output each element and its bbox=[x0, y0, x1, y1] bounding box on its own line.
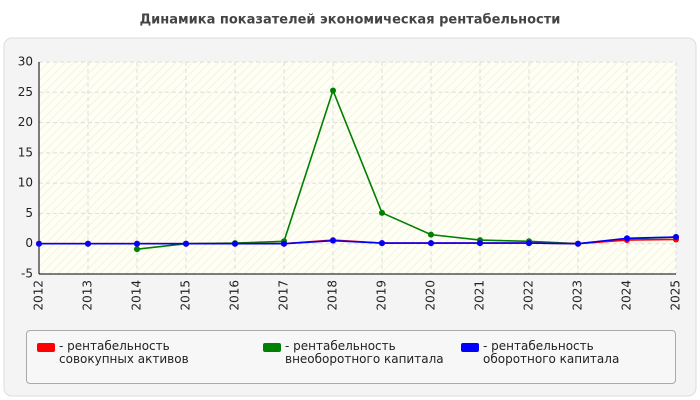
point bbox=[36, 240, 42, 247]
point bbox=[330, 237, 336, 244]
x-tick-label: 2019 bbox=[375, 280, 389, 311]
legend-swatch bbox=[37, 343, 55, 352]
point bbox=[85, 240, 91, 247]
point bbox=[134, 246, 140, 253]
x-tick-label: 2021 bbox=[473, 280, 487, 311]
point bbox=[134, 240, 140, 247]
y-tick-label: 25 bbox=[18, 85, 33, 99]
x-tick-label: 2023 bbox=[571, 280, 585, 311]
point bbox=[428, 231, 434, 238]
legend: - рентабельность совокупных активов - рен… bbox=[26, 330, 676, 384]
y-tick-label: 10 bbox=[18, 176, 33, 190]
x-tick-label: 2016 bbox=[228, 280, 242, 311]
y-tick-label: 5 bbox=[25, 206, 33, 220]
series-line bbox=[39, 236, 677, 245]
y-tick-label: 30 bbox=[18, 55, 33, 69]
x-tick-label: 2018 bbox=[326, 280, 340, 311]
x-tick-label: 2014 bbox=[130, 280, 144, 311]
x-tick-label: 2015 bbox=[179, 280, 193, 311]
x-tick-label: 2022 bbox=[522, 280, 536, 311]
point bbox=[379, 209, 385, 216]
point bbox=[624, 235, 630, 242]
point bbox=[281, 240, 287, 247]
legend-label: - рентабельность оборотного капитала bbox=[483, 339, 620, 366]
x-tick-label: 2012 bbox=[32, 280, 46, 311]
y-tick-label: 15 bbox=[18, 145, 33, 159]
point bbox=[575, 240, 581, 247]
point bbox=[477, 240, 483, 247]
x-tick-label: 2017 bbox=[277, 280, 291, 311]
x-tick-label: 2025 bbox=[669, 280, 683, 311]
y-tick-label: 20 bbox=[18, 115, 33, 129]
plot-area bbox=[39, 62, 676, 274]
legend-label: - рентабельность внеоборотного капитала bbox=[285, 339, 444, 366]
chart-title: Динамика показателей экономическая рента… bbox=[140, 13, 561, 28]
legend-swatch bbox=[461, 343, 479, 352]
x-tick-label: 2020 bbox=[424, 280, 438, 311]
point bbox=[330, 87, 336, 94]
point bbox=[232, 240, 238, 247]
x-tick-label: 2024 bbox=[620, 280, 634, 311]
point bbox=[183, 240, 189, 247]
y-tick-label: 0 bbox=[25, 236, 33, 250]
point bbox=[673, 234, 679, 241]
point bbox=[428, 240, 434, 247]
point bbox=[379, 240, 385, 247]
x-tick-label: 2013 bbox=[81, 280, 95, 311]
point bbox=[526, 240, 532, 247]
y-tick-label: -5 bbox=[21, 267, 33, 281]
legend-swatch bbox=[263, 343, 281, 352]
legend-label: - рентабельность совокупных активов bbox=[59, 339, 189, 366]
